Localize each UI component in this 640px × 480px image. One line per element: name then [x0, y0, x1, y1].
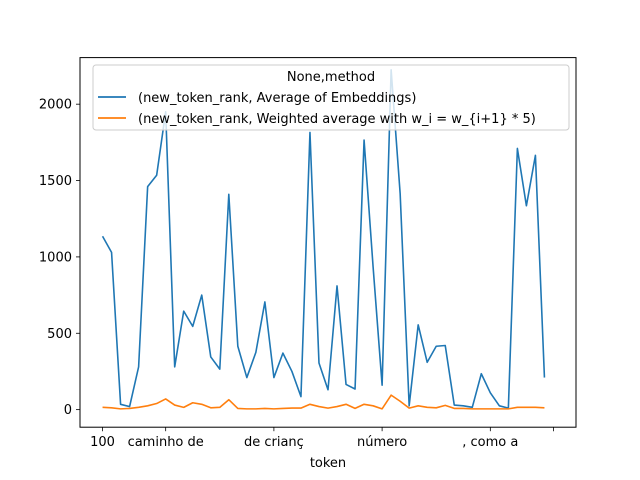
x-tick-label: caminho de	[128, 435, 204, 450]
x-axis: 100 caminho de de crianç número , como a	[90, 427, 554, 450]
series-lines	[101, 69, 546, 410]
y-tick-label: 0	[64, 403, 72, 418]
y-axis: 0 500 1000 1500 2000	[39, 98, 80, 418]
legend-box	[92, 64, 570, 131]
y-tick-label: 2000	[39, 98, 72, 113]
x-tick-label: de crianç	[244, 435, 304, 450]
legend-entry-average-of-embeddings: (new_token_rank, Average of Embeddings)	[138, 91, 416, 106]
series-line-1	[102, 394, 545, 410]
plot-frame	[79, 57, 577, 428]
legend: None,method (new_token_rank, Average of …	[92, 64, 570, 131]
legend-entry-weighted-average: (new_token_rank, Weighted average with w…	[138, 112, 536, 127]
x-axis-label: token	[310, 456, 346, 471]
legend-title: None,method	[287, 70, 375, 85]
y-tick-label: 1000	[39, 250, 72, 265]
y-tick-label: 1500	[39, 174, 72, 189]
x-tick-label: número	[357, 435, 407, 450]
y-tick-label: 500	[47, 327, 72, 342]
x-tick-label: 100	[90, 435, 115, 450]
x-tick-label: , como a	[462, 435, 518, 450]
series-line-0	[101, 69, 546, 409]
